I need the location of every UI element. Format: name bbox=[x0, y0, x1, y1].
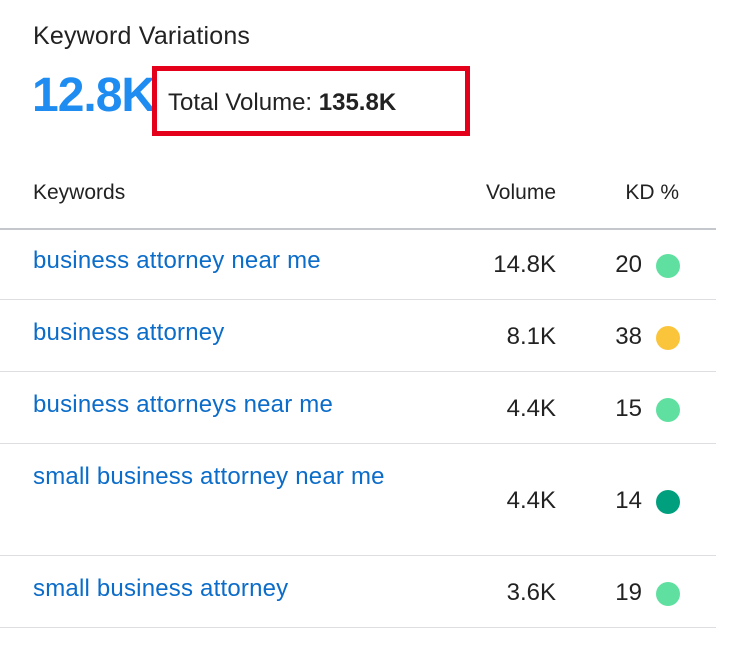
column-header-kd: KD % bbox=[625, 181, 679, 204]
kd-value: 19 bbox=[615, 579, 642, 606]
keyword-link[interactable]: small business attorney near me bbox=[33, 463, 385, 490]
volume-value: 4.4K bbox=[506, 487, 556, 514]
column-header-volume: Volume bbox=[485, 181, 556, 204]
volume-value: 3.6K bbox=[506, 579, 556, 606]
kd-value: 15 bbox=[615, 395, 642, 422]
keyword-link[interactable]: small business attorney bbox=[33, 575, 289, 602]
highlight-annotation-box bbox=[152, 66, 470, 136]
total-volume-label: Total Volume: bbox=[168, 89, 313, 116]
total-volume: Total Volume: 135.8K bbox=[168, 89, 396, 117]
keyword-count[interactable]: 12.8K bbox=[32, 69, 156, 122]
total-volume-value: 135.8K bbox=[318, 89, 397, 116]
kd-status-dot-icon bbox=[656, 398, 680, 422]
table-row: business attorney 8.1K 38 bbox=[0, 300, 716, 372]
table-row: small business attorney 3.6K 19 bbox=[0, 556, 716, 628]
table-row: business attorneys near me 4.4K 15 bbox=[0, 372, 716, 444]
kd-status-dot-icon bbox=[656, 582, 680, 606]
volume-value: 4.4K bbox=[506, 395, 556, 422]
kd-value: 20 bbox=[615, 251, 642, 278]
column-header-keywords: Keywords bbox=[33, 181, 126, 204]
kd-value: 14 bbox=[615, 487, 642, 514]
table-row: small business attorney near me 4.4K 14 bbox=[0, 444, 716, 556]
widget-title: Keyword Variations bbox=[33, 22, 251, 50]
kd-value: 38 bbox=[615, 323, 642, 350]
kd-status-dot-icon bbox=[656, 490, 680, 514]
keyword-link[interactable]: business attorney bbox=[33, 319, 225, 346]
keyword-table: business attorney near me 14.8K 20 busin… bbox=[0, 228, 716, 628]
keyword-link[interactable]: business attorney near me bbox=[33, 247, 321, 274]
keyword-link[interactable]: business attorneys near me bbox=[33, 391, 334, 418]
table-row: business attorney near me 14.8K 20 bbox=[0, 228, 716, 300]
volume-value: 8.1K bbox=[506, 323, 556, 350]
kd-status-dot-icon bbox=[656, 254, 680, 278]
table-header: Keywords Volume KD % bbox=[0, 178, 716, 230]
volume-value: 14.8K bbox=[493, 251, 556, 278]
kd-status-dot-icon bbox=[656, 326, 680, 350]
